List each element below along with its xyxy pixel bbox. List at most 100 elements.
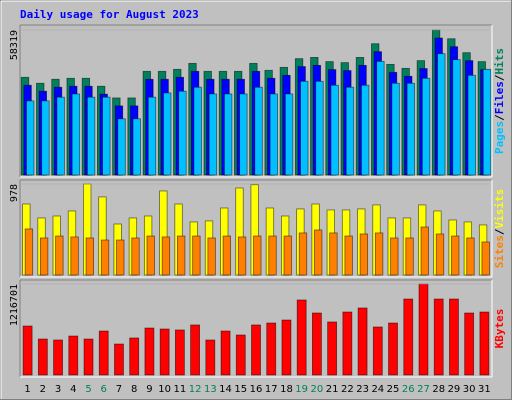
bar — [208, 93, 218, 176]
bar — [161, 236, 171, 276]
legend-entry: KBytes — [493, 309, 506, 349]
x-tick-label: 12 — [189, 384, 202, 395]
bar — [329, 232, 338, 276]
bar — [174, 329, 185, 376]
bar — [223, 93, 233, 176]
x-tick-label: 23 — [356, 384, 369, 395]
bar — [405, 237, 414, 276]
x-tick-label: 9 — [146, 384, 152, 395]
bar — [361, 84, 370, 176]
bar — [464, 312, 475, 376]
legend-separator: / — [493, 114, 506, 121]
bar — [390, 237, 399, 276]
bar — [300, 80, 309, 176]
bar — [376, 60, 385, 176]
y-tick-label: 978 — [9, 184, 20, 202]
bar — [144, 327, 155, 376]
bar — [100, 239, 110, 276]
bar — [22, 325, 33, 376]
bar — [129, 337, 140, 376]
legend-entry: Sites — [493, 235, 506, 268]
bar — [53, 339, 63, 376]
x-tick-label: 24 — [371, 384, 384, 395]
bar — [284, 93, 294, 176]
bar — [481, 241, 490, 276]
bar — [406, 82, 416, 176]
x-tick-label: 29 — [448, 384, 461, 395]
bar — [131, 237, 140, 276]
y-tick-label: 1216701 — [9, 284, 20, 326]
bar — [146, 235, 155, 276]
bar — [357, 307, 368, 376]
bar — [114, 343, 124, 376]
bar — [55, 235, 64, 276]
bar — [315, 80, 324, 176]
bar — [71, 93, 81, 176]
bar — [205, 339, 216, 376]
x-tick-label: 1 — [24, 384, 30, 395]
bar — [39, 237, 49, 276]
legend: KBytes — [493, 309, 506, 349]
bar — [418, 283, 429, 376]
bar — [86, 96, 96, 176]
bar — [266, 322, 277, 376]
bar — [85, 237, 94, 276]
bar — [190, 324, 200, 376]
x-tick-label: 22 — [341, 384, 354, 395]
bar — [314, 229, 323, 276]
legend: Pages/Files/Hits — [493, 48, 506, 154]
bar — [344, 235, 353, 276]
bar — [37, 338, 48, 376]
bar — [342, 311, 353, 376]
y-tick-label: 58319 — [9, 30, 20, 60]
x-tick-label: 21 — [326, 384, 339, 395]
legend-entry: Hits — [493, 48, 506, 75]
x-tick-label: 28 — [432, 384, 445, 395]
x-tick-label: 30 — [463, 384, 476, 395]
x-tick-label: 10 — [158, 384, 171, 395]
x-tick-label: 6 — [101, 384, 107, 395]
bar — [298, 232, 308, 276]
bar — [452, 59, 461, 176]
legend: Sites/Visits — [493, 189, 506, 269]
x-tick-label: 3 — [55, 384, 61, 395]
bar — [83, 338, 94, 376]
x-tick-label: 4 — [70, 384, 76, 395]
bar — [420, 226, 429, 276]
bar — [451, 235, 460, 276]
bar — [239, 93, 248, 176]
x-tick-label: 16 — [250, 384, 263, 395]
x-tick-label: 26 — [402, 384, 415, 395]
x-tick-label: 15 — [234, 384, 247, 395]
legend-entry: Visits — [493, 189, 506, 229]
legend-separator: / — [493, 228, 506, 235]
bar — [359, 233, 369, 276]
x-tick-label: 13 — [204, 384, 217, 395]
bar — [421, 77, 431, 176]
bar — [116, 239, 125, 276]
bar — [482, 68, 492, 176]
bar — [177, 235, 186, 276]
bar — [251, 324, 261, 376]
bar — [435, 233, 445, 276]
x-tick-label: 5 — [85, 384, 91, 395]
x-tick-label: 18 — [280, 384, 293, 395]
bar — [374, 232, 384, 276]
chart-title: Daily usage for August 2023 — [20, 8, 199, 21]
bar — [68, 335, 79, 376]
x-tick-label: 14 — [219, 384, 232, 395]
bar — [269, 93, 278, 176]
bar — [281, 319, 292, 376]
bar — [449, 298, 459, 376]
x-tick-label: 31 — [478, 384, 491, 395]
bar — [24, 228, 34, 276]
bar — [237, 236, 247, 276]
x-tick-label: 25 — [387, 384, 400, 395]
bar — [207, 237, 216, 276]
x-tick-label: 2 — [40, 384, 46, 395]
legend-entry: Pages — [493, 121, 506, 154]
bar — [193, 86, 202, 176]
bar — [283, 235, 292, 276]
